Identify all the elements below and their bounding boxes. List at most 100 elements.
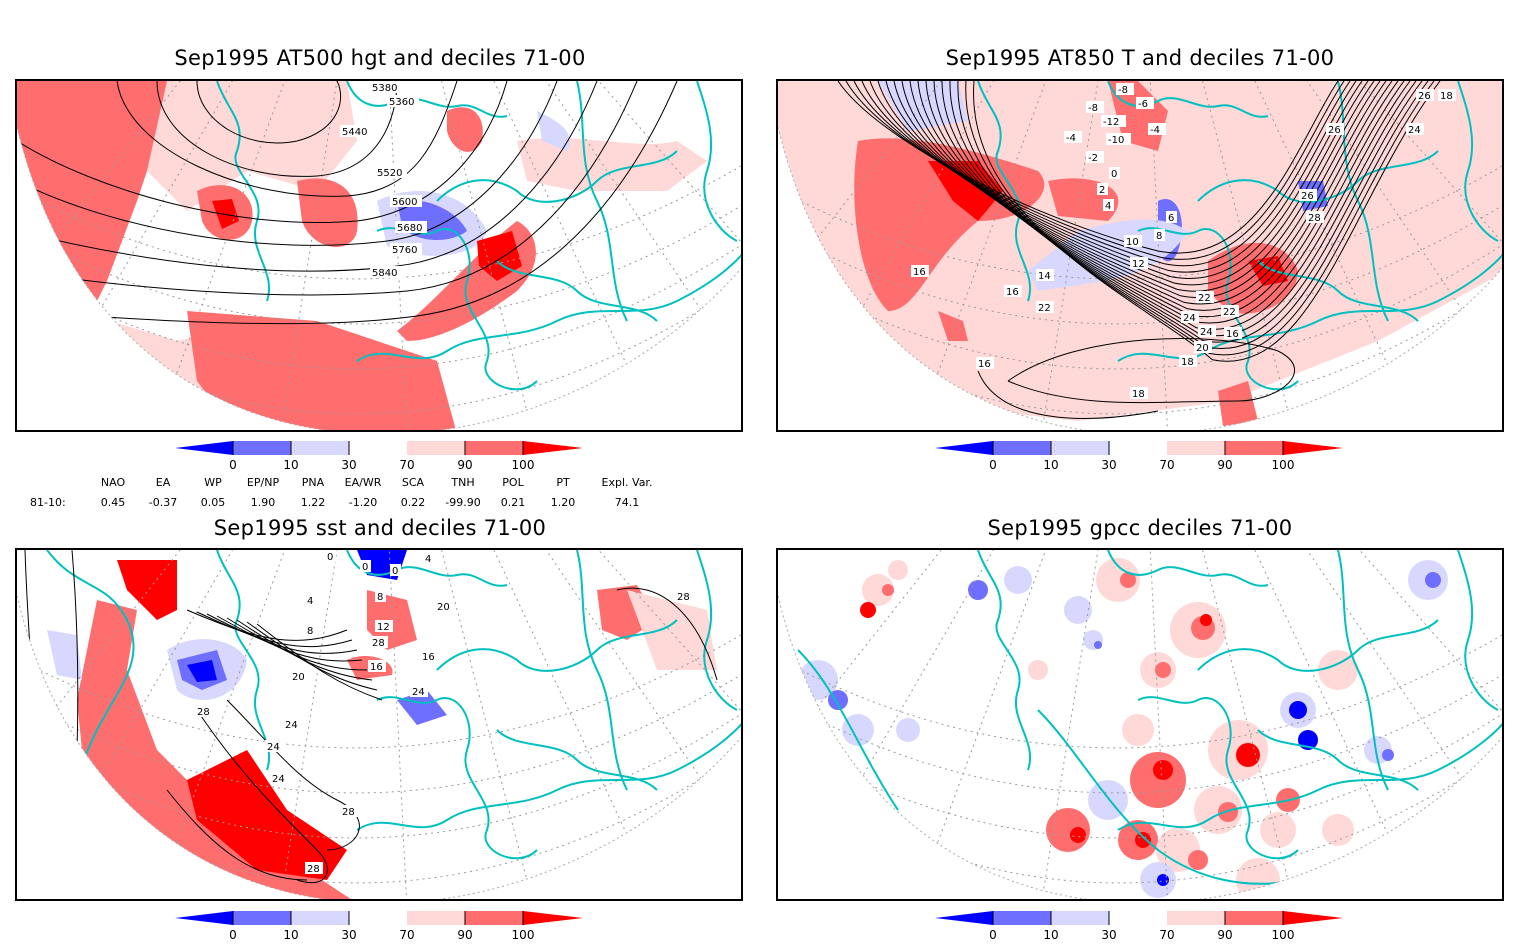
colorbar-swatch [1225, 441, 1283, 455]
contour-label: -10 [1108, 135, 1124, 146]
coastline [1107, 81, 1269, 118]
colorbar-swatch [1167, 911, 1225, 925]
decile-shading [860, 602, 876, 618]
decile-shading [842, 714, 874, 746]
contour-label: 5380 [372, 83, 397, 94]
contour-label-bg [1194, 341, 1212, 353]
index-header: WP [204, 476, 222, 489]
index-header: NAO [100, 476, 126, 489]
decile-shading [212, 199, 239, 229]
colorbar-tick-label: 10 [1043, 928, 1059, 942]
contour-label: 24 [1408, 125, 1421, 136]
contour-label: 0 [362, 562, 368, 573]
index-header: PT [556, 476, 570, 489]
index-value: 1.90 [250, 496, 276, 509]
contour-line [17, 81, 678, 325]
contour-line [893, 81, 1381, 299]
decile-shading [1028, 660, 1048, 680]
contour-label-bg [290, 670, 308, 682]
contour-label: 4 [1105, 201, 1111, 212]
contour-label-bg [340, 125, 372, 137]
decile-shading [1200, 614, 1212, 626]
index-value: -1.20 [348, 496, 378, 509]
contour-label: 28 [197, 707, 210, 718]
contour-line [71, 550, 79, 751]
decile-shading [1260, 812, 1296, 848]
colorbar-tick-label: 0 [229, 458, 237, 472]
latitude-gridline [17, 824, 741, 899]
map-sst: 0 0 0 4 4 8 8 12 16 16 20 20 24 24 24 24 28 28 28 28 28 [17, 550, 741, 899]
contour-line [616, 587, 718, 681]
contour-label: 28 [372, 638, 385, 649]
longitude-gridline [1137, 81, 1307, 430]
longitude-gridline [1137, 550, 1307, 899]
colorbar-swatch [465, 911, 523, 925]
contour-label: 5440 [342, 127, 367, 138]
decile-shading [187, 660, 217, 682]
contour-line [869, 81, 1363, 279]
contour-label: 8 [1156, 231, 1162, 242]
index-value: 74.1 [614, 496, 640, 509]
colorbar-tick-label: 70 [399, 458, 415, 472]
latitude-gridline [778, 734, 1502, 884]
colorbar-sst: 0 10 30 70 90 100 [175, 910, 595, 944]
contour-label-bg [305, 594, 316, 606]
contour-line [1007, 338, 1295, 404]
colorbar-tick-label: 10 [1043, 458, 1059, 472]
contour-label: 16 [1006, 287, 1019, 298]
contour-label-bg [390, 243, 422, 255]
contour-line [973, 81, 1441, 362]
decile-shading [888, 560, 908, 580]
contour-label-bg [1198, 325, 1216, 337]
contour-label: 8 [307, 626, 313, 637]
contour-label: 10 [1126, 237, 1139, 248]
contour-line [965, 81, 1435, 356]
colorbar-swatch [233, 441, 291, 455]
decile-shading [1070, 827, 1086, 843]
coastline [1257, 260, 1419, 322]
contour-label-bg [1148, 123, 1166, 135]
contour-label-bg [368, 660, 386, 672]
index-value: -0.37 [148, 496, 178, 509]
coastline [1457, 550, 1499, 711]
decile-shading [1153, 760, 1173, 780]
coastline [1257, 729, 1419, 791]
contour-label: 14 [1038, 271, 1051, 282]
index-row-label: 81-10: [30, 496, 66, 509]
coastline [1137, 696, 1299, 860]
coastline [1107, 550, 1269, 587]
decile-shading [862, 574, 894, 606]
colorbar-lower-extend [175, 911, 233, 925]
contour-label-bg [1116, 83, 1134, 95]
contour-label: 28 [307, 864, 320, 875]
contour-label-bg [423, 552, 434, 564]
decile-shading [1218, 802, 1238, 822]
contour-label: 0 [392, 566, 398, 577]
contour-label-bg [1166, 211, 1177, 223]
coastline [216, 81, 270, 302]
contour-label: 28 [677, 592, 690, 603]
contour-label-bg [1406, 123, 1424, 135]
contour-label: 20 [292, 672, 305, 683]
contour-label: 5680 [397, 223, 422, 234]
coastline [576, 550, 628, 791]
contour-label-bg [375, 590, 386, 602]
longitude-gridline [136, 81, 378, 430]
decile-shading [1318, 650, 1358, 690]
contour-label-bg [1036, 269, 1054, 281]
decile-shading [627, 590, 717, 670]
contour-line [24, 550, 38, 751]
contour-label-bg [265, 740, 283, 752]
latitude-gridline [778, 644, 1502, 794]
colorbar-tick-label: 0 [229, 928, 237, 942]
coastline [216, 550, 270, 771]
decile-shading [537, 111, 570, 151]
contour-label: -6 [1138, 99, 1148, 110]
decile-shading [1236, 743, 1260, 767]
colorbar-swatch [407, 441, 465, 455]
contour-line [166, 789, 308, 881]
contour-label-bg [1106, 133, 1131, 145]
colorbar-tick-label: 100 [1271, 458, 1295, 472]
panel-title-gpcc: Sep1995 gpcc deciles 71-00 [987, 516, 1293, 540]
longitude-gridline [1137, 550, 1171, 899]
